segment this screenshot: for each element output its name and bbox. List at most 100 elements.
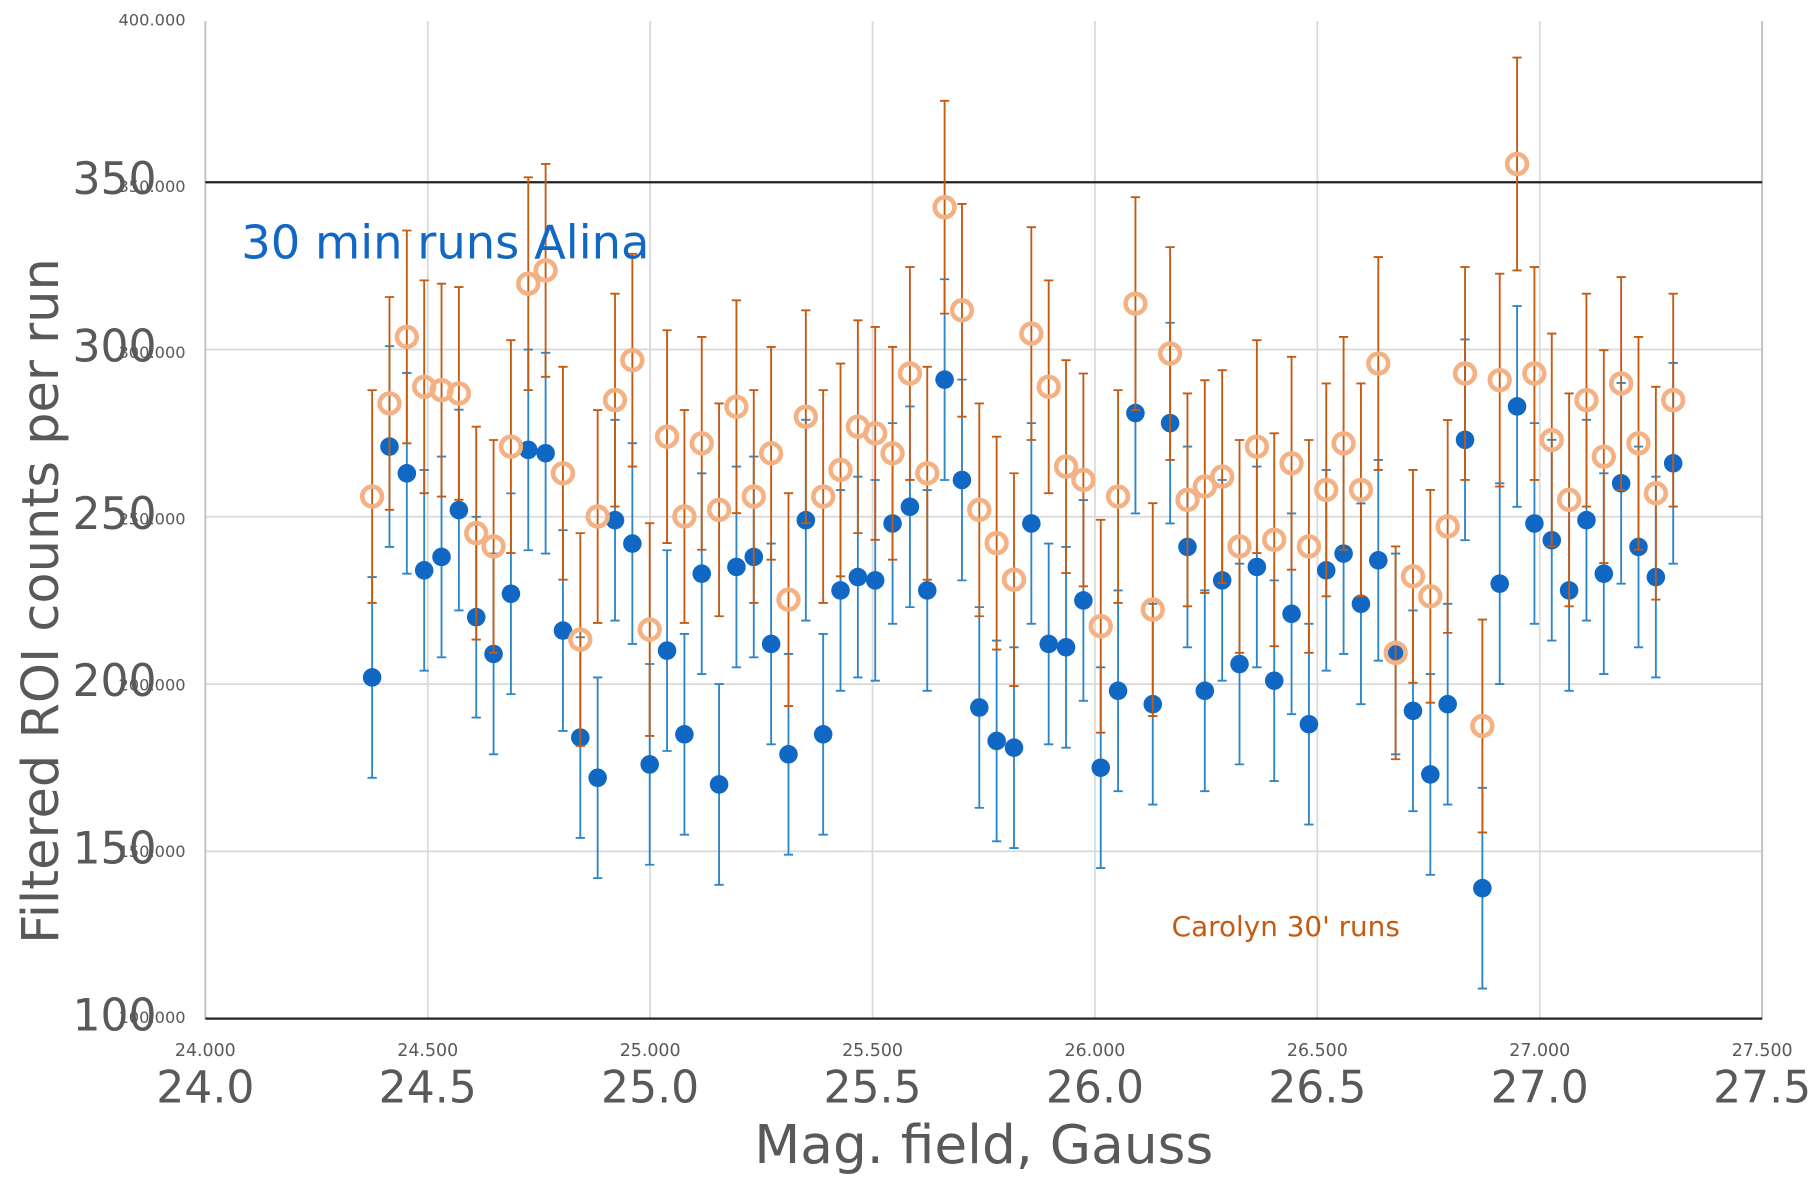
data-point	[1594, 564, 1614, 583]
error-bar	[1200, 379, 1210, 594]
error-bar	[1252, 339, 1262, 554]
data-point	[1577, 510, 1596, 530]
data-point	[1264, 671, 1284, 691]
error-bar	[1443, 419, 1453, 634]
error-bar	[905, 266, 915, 481]
error-bar	[610, 292, 620, 508]
data-point	[377, 391, 402, 416]
x-tick-label: 26.500	[1287, 1041, 1348, 1061]
error-bar	[801, 309, 811, 525]
data-point	[1140, 597, 1165, 622]
data-point	[1053, 454, 1079, 479]
data-point	[1438, 694, 1457, 714]
data-point	[1296, 534, 1322, 559]
data-point	[932, 195, 957, 220]
error-bar	[1061, 359, 1071, 574]
data-point	[1282, 604, 1301, 624]
error-bar	[1078, 372, 1089, 588]
data-point	[1643, 481, 1669, 506]
error-bar	[1113, 389, 1123, 604]
x-axis-title: Mag. field, Gauss	[754, 1113, 1213, 1176]
error-bar	[1651, 385, 1661, 601]
data-point	[949, 298, 975, 323]
error-bar	[627, 252, 637, 468]
error-bar	[1564, 392, 1574, 608]
data-point	[1105, 484, 1131, 509]
data-point	[967, 497, 992, 523]
data-point	[623, 534, 642, 553]
data-point	[1230, 654, 1249, 674]
x-tick-label: 24.0	[156, 1063, 254, 1114]
error-bar	[853, 319, 863, 535]
data-point	[1192, 474, 1217, 499]
data-point	[397, 464, 417, 483]
x-tick-label: 26.5	[1268, 1063, 1366, 1114]
error-bar	[1599, 349, 1609, 564]
y-tick-label: 350	[72, 154, 156, 205]
error-bar	[1182, 392, 1193, 608]
error-bar	[1096, 518, 1106, 734]
data-point	[362, 668, 382, 687]
data-point	[359, 484, 385, 509]
y-tick-label: 400.000	[118, 10, 185, 29]
data-point	[1487, 367, 1512, 393]
data-point	[605, 510, 625, 530]
data-point	[446, 381, 472, 406]
error-bar	[818, 389, 828, 604]
data-point	[1157, 341, 1183, 366]
error-bar	[974, 402, 984, 618]
error-bar	[1512, 56, 1522, 272]
error-bar	[402, 229, 412, 445]
error-bar	[558, 365, 568, 581]
error-bar	[645, 522, 655, 737]
y-tick-label: 250.000	[118, 509, 185, 528]
error-bar	[714, 402, 724, 618]
error-bar	[1356, 382, 1366, 598]
data-point	[1195, 681, 1215, 701]
error-bar	[1529, 266, 1540, 481]
error-bar	[1477, 618, 1488, 834]
data-point	[793, 404, 819, 429]
data-point	[810, 484, 836, 509]
data-point	[1608, 371, 1634, 396]
data-point	[1022, 514, 1041, 533]
data-point	[449, 500, 469, 520]
data-point	[1369, 551, 1388, 570]
series	[359, 56, 1686, 834]
error-bar	[384, 296, 395, 511]
error-bar	[749, 389, 759, 604]
error-bar	[1321, 382, 1331, 598]
error-bar	[1425, 488, 1435, 704]
data-point	[1522, 361, 1547, 386]
y-axis-title: Filtered ROI counts per run	[12, 258, 71, 944]
data-point	[897, 361, 923, 386]
data-point	[536, 443, 555, 463]
data-point	[640, 755, 659, 774]
data-point	[1088, 614, 1113, 639]
data-point	[1262, 527, 1287, 552]
data-point	[1418, 584, 1443, 609]
error-bar	[540, 163, 551, 378]
data-point	[620, 348, 645, 373]
x-tick-label: 24.5	[379, 1063, 477, 1114]
data-point	[1209, 464, 1235, 489]
data-point	[585, 504, 610, 529]
error-bar	[1148, 502, 1158, 717]
y-tick-label: 150.000	[118, 842, 185, 861]
data-point	[588, 768, 607, 788]
data-point	[1591, 444, 1616, 469]
data-point	[900, 497, 920, 517]
x-tick-label: 25.0	[601, 1063, 699, 1114]
error-bar	[488, 439, 499, 654]
series-annotation: 30 min runs Alina	[241, 216, 649, 270]
data-point	[657, 641, 677, 660]
error-bar	[1026, 226, 1036, 441]
data-point	[706, 497, 732, 523]
x-tick-label: 26.0	[1046, 1063, 1144, 1114]
data-point	[761, 634, 781, 654]
data-point	[1400, 564, 1426, 589]
data-point	[1071, 467, 1096, 493]
data-point	[1507, 397, 1527, 416]
x-tick-label: 24.500	[397, 1041, 458, 1061]
data-point	[654, 424, 680, 449]
